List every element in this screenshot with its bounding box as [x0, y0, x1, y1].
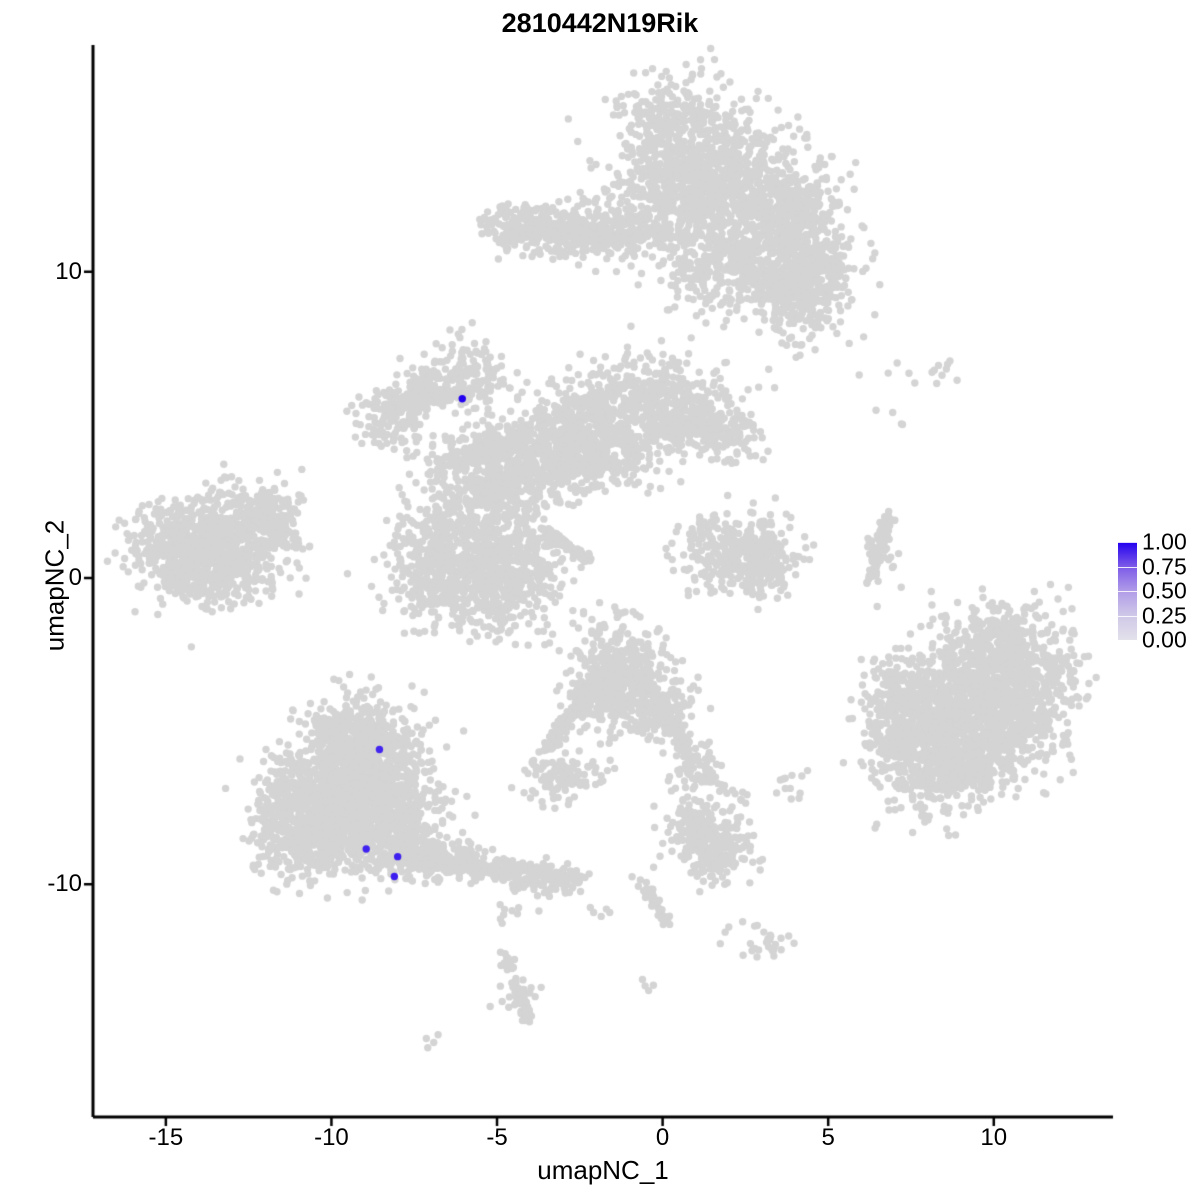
- x-tick-label: -5: [486, 1124, 508, 1151]
- x-axis-label: umapNC_1: [537, 1155, 669, 1185]
- colorbar-tick-label: 0.75: [1142, 553, 1187, 579]
- colorbar-tick-mark: [1118, 591, 1137, 592]
- x-tick-label: -15: [148, 1124, 184, 1151]
- colorbar-tick-label: 0.00: [1142, 626, 1187, 653]
- y-tick-label: 0: [68, 563, 82, 591]
- colorbar-tick-mark: [1118, 615, 1137, 617]
- x-tick-label: 5: [821, 1124, 835, 1151]
- y-tick-label: -10: [47, 870, 82, 898]
- colorbar-tick-label: 1.00: [1142, 528, 1187, 555]
- y-tick-label: 10: [55, 257, 82, 285]
- x-tick-label: 10: [980, 1124, 1008, 1151]
- colorbar-tick-label: 0.25: [1142, 602, 1187, 628]
- colorbar-tick-mark: [1118, 542, 1137, 543]
- x-tick-label: -10: [314, 1124, 349, 1151]
- colorbar-tick-mark: [1118, 640, 1137, 641]
- x-tick-label: 0: [655, 1124, 670, 1151]
- colorbar-tick-label: 0.50: [1142, 577, 1187, 604]
- colorbar-tick-mark: [1118, 566, 1137, 568]
